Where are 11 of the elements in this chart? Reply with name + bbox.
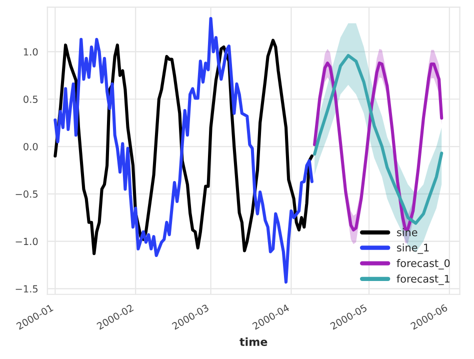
legend-label: forecast_0 (396, 259, 450, 270)
legend-label: sine (397, 228, 418, 236)
x-axis-title: time (240, 337, 268, 346)
y-tick-label: 1.0 (24, 48, 38, 56)
y-tick-label: 0.5 (24, 96, 38, 103)
y-tick-label: −1.5 (16, 285, 38, 293)
legend-label: sine_1 (397, 243, 429, 254)
y-tick-label: −0.5 (16, 190, 38, 198)
y-tick-label: 0.0 (24, 142, 38, 150)
legend-label: forecast_1 (396, 274, 450, 286)
y-tick-label: −1.0 (16, 238, 38, 246)
